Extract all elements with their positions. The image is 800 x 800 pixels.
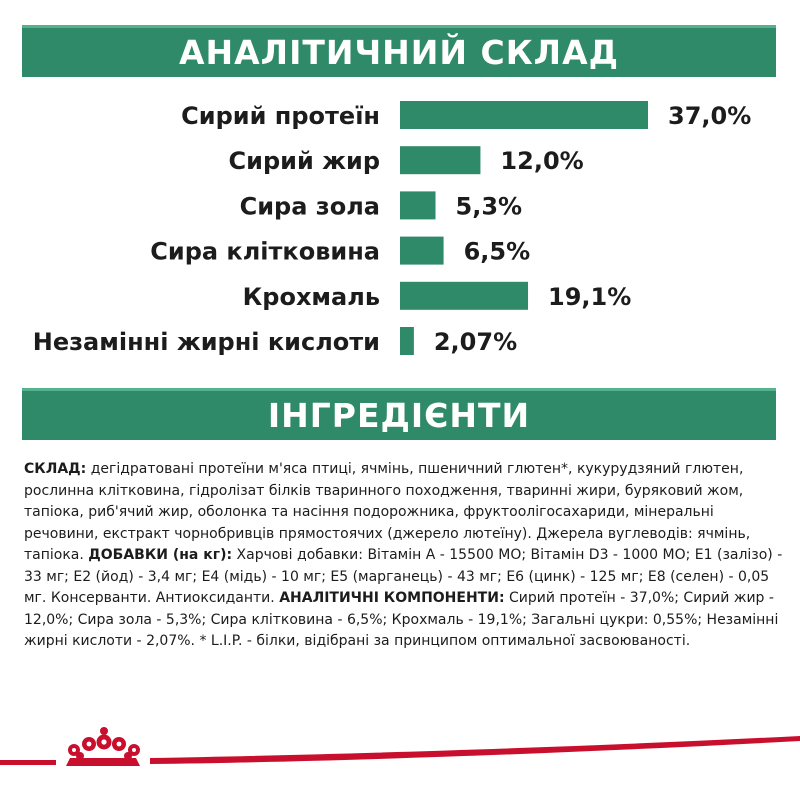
value-label: 6,5%	[464, 238, 531, 266]
value-label: 12,0%	[500, 147, 583, 175]
red-swoosh-right	[150, 736, 800, 764]
value-label: 37,0%	[668, 102, 751, 130]
category-label: Сира зола	[240, 192, 380, 220]
bar	[400, 236, 444, 265]
royal-crown-icon	[66, 727, 140, 766]
ingredients-paragraph: СКЛАД: дегідратовані протеїни м'яса птиц…	[24, 459, 784, 653]
composition-label: СКЛАД:	[24, 461, 87, 477]
composition-text: дегідратовані протеїни м'яса птиці, ячмі…	[24, 461, 751, 563]
category-label: Сирий протеїн	[181, 102, 380, 130]
analytic-label: АНАЛІТИЧНІ КОМПОНЕНТИ:	[279, 590, 505, 606]
crown-highlights	[72, 739, 136, 752]
analytic-text: Сирий протеїн - 37,0%; Сирий жир - 12,0%…	[24, 590, 779, 649]
value-label: 2,07%	[434, 328, 517, 356]
bar	[400, 146, 481, 175]
bar	[400, 327, 414, 355]
analysis-banner: АНАЛІТИЧНИЙ СКЛАД	[22, 25, 776, 77]
category-label: Сира клітковина	[150, 238, 380, 266]
bar	[400, 281, 529, 310]
value-label: 5,3%	[456, 192, 523, 220]
red-swoosh-left	[0, 760, 56, 765]
category-label: Незамінні жирні кислоти	[33, 328, 380, 356]
additives-text: Харчові добавки: Вітамін А - 15500 МО; В…	[24, 547, 783, 606]
category-label: Сирий жир	[229, 147, 380, 175]
additives-label: ДОБАВКИ (на кг):	[88, 547, 233, 563]
analysis-bar-chart: Сирий протеїн 37,0% Сирий жир 12,0% Сира зол…	[33, 101, 751, 356]
value-label: 19,1%	[548, 283, 631, 311]
bar	[400, 101, 648, 129]
ingredients-title: ІНГРЕДІЄНТИ	[267, 396, 531, 435]
analysis-title: АНАЛІТИЧНИЙ СКЛАД	[178, 33, 620, 72]
bar	[400, 191, 436, 220]
footer-band	[0, 727, 800, 766]
ingredients-banner: ІНГРЕДІЄНТИ	[22, 388, 776, 440]
category-label: Крохмаль	[243, 283, 380, 311]
